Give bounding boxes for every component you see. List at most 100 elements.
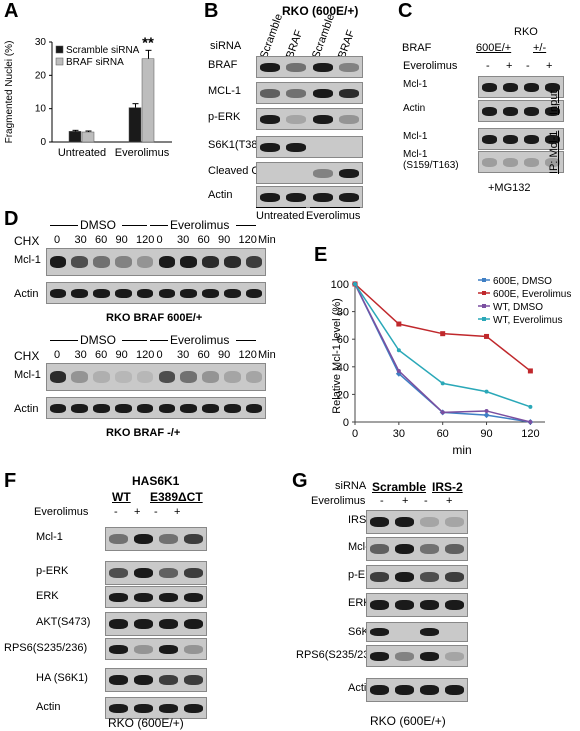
band	[134, 644, 153, 654]
data-point	[484, 333, 490, 339]
band	[395, 517, 414, 527]
panel-d-time: 0	[156, 234, 163, 246]
band	[544, 157, 561, 167]
band	[481, 134, 498, 144]
panel-d-cond1: DMSO	[80, 333, 116, 347]
band	[370, 517, 389, 527]
band	[159, 703, 178, 713]
band	[338, 88, 359, 98]
blot-strip	[256, 186, 363, 208]
blot-strip	[256, 108, 363, 130]
panel-g-sign: +	[446, 495, 453, 507]
band	[420, 572, 439, 582]
band	[134, 619, 153, 629]
band	[338, 62, 359, 72]
band	[420, 651, 439, 661]
panel-f-sign: +	[134, 506, 141, 518]
panel-d-time: 0	[156, 349, 163, 361]
x-tick-label: 0	[352, 428, 358, 440]
band	[115, 288, 132, 298]
band	[445, 544, 464, 554]
band	[338, 168, 359, 178]
panel-e-ylabel: Relative Mcl-1 level (%)	[331, 298, 343, 414]
band	[115, 256, 132, 268]
band	[245, 371, 263, 383]
blot-strip	[105, 668, 207, 692]
x-tick-label: 30	[393, 428, 405, 440]
band	[71, 403, 88, 413]
data-point	[440, 410, 445, 415]
panel-g-irs2: IRS-2	[432, 480, 463, 494]
band	[184, 703, 203, 713]
panel-d-cond1: DMSO	[80, 218, 116, 232]
panel-f-mut: E389ΔCT	[150, 490, 203, 504]
band	[184, 675, 203, 685]
band	[445, 600, 464, 610]
panel-d-cond2: Everolimus	[170, 218, 230, 232]
panel-b-row-label: BRAF	[208, 59, 238, 71]
panel-d-time: 30	[177, 349, 190, 361]
panel-c-row-label: Actin	[403, 103, 426, 114]
bar	[68, 131, 82, 143]
panel-d-chx: CHX	[14, 349, 40, 363]
band	[523, 157, 540, 167]
band	[523, 82, 540, 92]
band	[49, 371, 67, 383]
blot-strip	[46, 282, 266, 304]
band	[481, 106, 498, 116]
panel-d-time: 0	[54, 349, 61, 361]
band	[158, 288, 176, 298]
legend-label: 600E, DMSO	[493, 276, 552, 287]
x-tick-label: 120	[521, 428, 539, 440]
band	[109, 619, 128, 629]
panel-f-row-label: HA (S6K1)	[36, 672, 88, 684]
panel-d-time: 60	[197, 349, 210, 361]
band	[159, 675, 178, 685]
panel-d-time: 0	[54, 234, 61, 246]
panel-d-chx: CHX	[14, 234, 40, 248]
band	[136, 288, 154, 298]
band	[93, 371, 110, 383]
band	[202, 256, 219, 268]
blot-strip	[366, 565, 468, 589]
panel-a-chart: Fragmented Nuclei (%) 0 10 20 30 Untreated Ev…	[4, 34, 172, 159]
x-tick-label: 90	[480, 428, 492, 440]
legend-swatch	[55, 57, 64, 66]
band	[260, 62, 281, 72]
panel-b-untreated-line	[256, 207, 306, 208]
band	[109, 675, 128, 685]
blot-strip	[46, 248, 266, 276]
panel-a-label: A	[4, 0, 19, 22]
blot-strip	[46, 397, 266, 419]
band	[370, 600, 389, 610]
band	[544, 82, 561, 92]
y-tick-label: 30	[35, 37, 47, 48]
panel-f-header: HAS6K1	[132, 474, 180, 488]
y-tick-label: 0	[40, 137, 46, 148]
band	[136, 403, 154, 413]
band	[224, 403, 241, 413]
panel-c-row-label: Mcl-1	[403, 131, 428, 142]
panel-b-everolimus-line	[310, 207, 360, 208]
significance-annotation: **	[142, 34, 154, 51]
legend-label: 600E, Everolimus	[493, 289, 571, 300]
band	[445, 651, 464, 661]
band	[49, 288, 67, 298]
band	[395, 685, 414, 695]
panel-f-row-label: ERK	[36, 590, 59, 602]
panel-d-time: 60	[197, 234, 210, 246]
panel-d-row-label: Actin	[14, 403, 39, 415]
band	[134, 534, 153, 544]
panel-b-group-untreated: Untreated	[256, 210, 305, 222]
blot-strip	[46, 363, 266, 391]
panel-g-label: G	[292, 470, 308, 492]
band	[312, 114, 333, 124]
blot-strip	[478, 151, 564, 173]
band	[93, 288, 110, 298]
band	[93, 256, 110, 268]
band	[260, 114, 281, 124]
data-point	[440, 381, 445, 386]
band	[136, 256, 154, 268]
band	[184, 534, 203, 544]
x-tick-label: 60	[437, 428, 449, 440]
